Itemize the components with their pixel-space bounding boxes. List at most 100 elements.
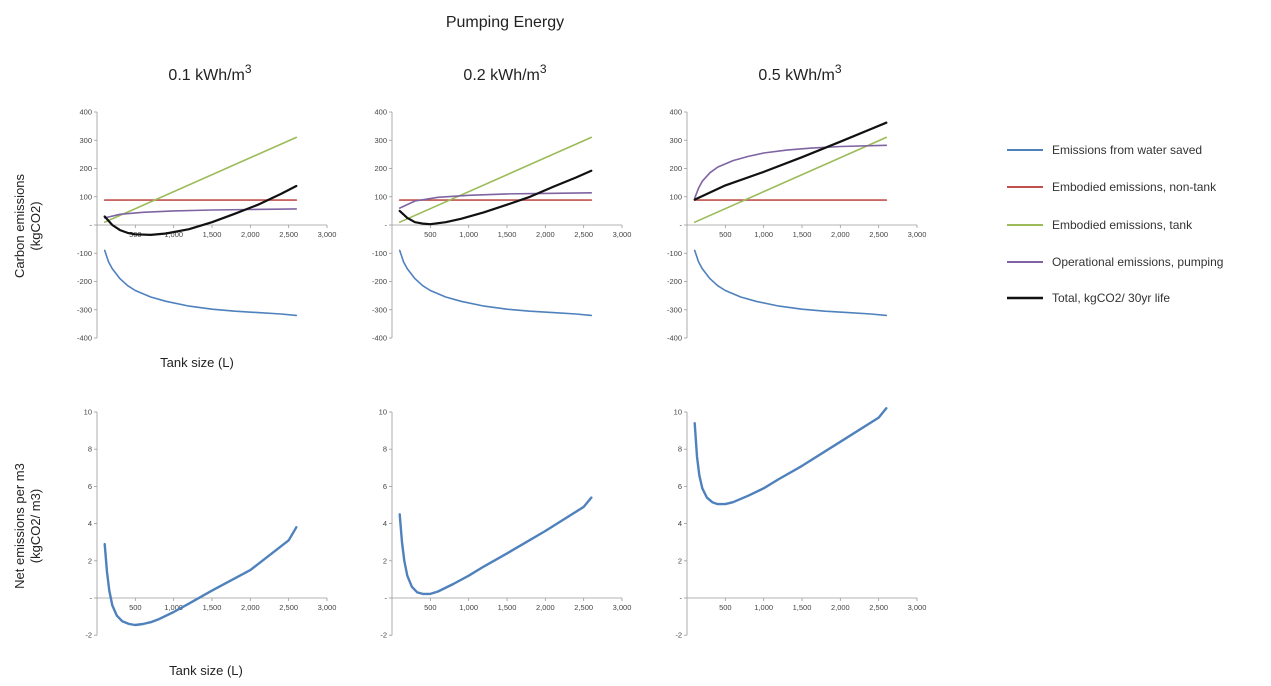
x-tick-label: 1,500 [793, 230, 812, 239]
legend-label-total: Total, kgCO2/ 30yr life [1052, 291, 1170, 305]
series-line-water-saved [103, 249, 298, 317]
y-tick-label: -400 [667, 334, 682, 343]
y-tick-label: 6 [383, 482, 387, 491]
series-line-total [398, 169, 593, 226]
legend: Emissions from water saved Embodied emis… [1007, 143, 1223, 305]
x-tick-label: 2,000 [536, 230, 555, 239]
y-tick-label: 100 [79, 192, 92, 201]
x-tick-label: 1,000 [459, 603, 478, 612]
y-tick-label: 200 [374, 164, 387, 173]
y-tick-label: 4 [88, 519, 92, 528]
x-tick-label: 2,000 [831, 603, 850, 612]
x-tick-label: 3,000 [908, 230, 927, 239]
y-tick-label: -2 [380, 631, 387, 640]
series-line-tank [693, 136, 888, 223]
y-tick-label: 100 [374, 192, 387, 201]
series-line-tank [103, 136, 298, 223]
x-tick-label: 2,500 [869, 603, 888, 612]
x-tick-label: 500 [719, 230, 732, 239]
y-tick-label: -2 [85, 631, 92, 640]
legend-label-non-tank: Embodied emissions, non-tank [1052, 180, 1217, 194]
column-title-0: 0.1 kWh/m3 [168, 62, 251, 84]
y-tick-label: -100 [77, 249, 92, 258]
series-line-total [103, 184, 298, 236]
x-tick-label: 500 [424, 603, 437, 612]
y-tick-label: -200 [667, 277, 682, 286]
y-tick-label: 8 [383, 445, 387, 454]
y-tick-label: 300 [374, 136, 387, 145]
x-tick-label: 500 [129, 603, 142, 612]
x-tick-label: 500 [719, 603, 732, 612]
y-tick-label: -300 [667, 305, 682, 314]
x-tick-label: 3,000 [318, 603, 337, 612]
y-tick-label: 10 [84, 408, 92, 417]
y-tick-label: 400 [79, 108, 92, 117]
x-tick-label: 1,500 [498, 603, 517, 612]
svg-text:Net emissions per m3: Net emissions per m3 [12, 463, 27, 589]
y-tick-label: -300 [372, 305, 387, 314]
x-tick-label: 3,000 [908, 603, 927, 612]
x-tick-label: 1,500 [203, 230, 222, 239]
x-tick-label: 2,000 [241, 603, 260, 612]
series-line-pumping [398, 192, 593, 209]
series-line-water-saved [103, 526, 298, 627]
y-tick-label: 6 [88, 482, 92, 491]
x-tick-label: 500 [424, 230, 437, 239]
series-line-pumping [693, 144, 888, 199]
column-title-2: 0.5 kWh/m3 [758, 62, 841, 84]
y-tick-label: 200 [79, 164, 92, 173]
y-tick-label: 4 [678, 519, 682, 528]
x-tick-label: 1,000 [164, 230, 183, 239]
series-line-water-saved [398, 249, 593, 317]
y-tick-label: 200 [669, 164, 682, 173]
y-tick-label: 2 [383, 556, 387, 565]
y-tick-label: -2 [675, 631, 682, 640]
x-tick-label: 1,500 [203, 603, 222, 612]
legend-label-pumping: Operational emissions, pumping [1052, 255, 1223, 269]
y-tick-label: - [680, 221, 683, 230]
y-tick-label: -200 [77, 277, 92, 286]
y-tick-label: 400 [374, 108, 387, 117]
x-tick-label: 3,000 [613, 230, 632, 239]
svg-text:Carbon emissions: Carbon emissions [12, 173, 27, 278]
y-tick-label: 8 [88, 445, 92, 454]
y-tick-label: 2 [88, 556, 92, 565]
y-tick-label: 4 [383, 519, 387, 528]
y-tick-label: -400 [372, 334, 387, 343]
x-tick-label: 2,500 [869, 230, 888, 239]
x-tick-label: 1,000 [754, 230, 773, 239]
figure-title: Pumping Energy [446, 14, 564, 31]
x-tick-label: 1,000 [459, 230, 478, 239]
y-tick-label: - [90, 221, 93, 230]
legend-label-tank: Embodied emissions, tank [1052, 218, 1193, 232]
y-tick-label: 2 [678, 556, 682, 565]
y-tick-label: 10 [379, 408, 387, 417]
x-tick-label: 2,000 [536, 603, 555, 612]
row-label-bottom: Net emissions per m3 (kgCO2/ m3) [12, 463, 43, 589]
x-tick-label: 2,500 [574, 603, 593, 612]
x-tick-label: 2,500 [574, 230, 593, 239]
x-tick-label: 2,000 [831, 230, 850, 239]
svg-text:(kgCO2): (kgCO2) [28, 201, 43, 250]
y-tick-label: -100 [372, 249, 387, 258]
y-tick-label: 6 [678, 482, 682, 491]
series-line-water-saved [693, 407, 888, 506]
y-tick-label: -400 [77, 334, 92, 343]
y-tick-label: 10 [674, 408, 682, 417]
row-label-top: Carbon emissions (kgCO2) [12, 173, 43, 278]
legend-label-water-saved: Emissions from water saved [1052, 143, 1202, 157]
x-tick-label: 2,000 [241, 230, 260, 239]
y-tick-label: - [90, 594, 93, 603]
x-tick-label: 1,500 [498, 230, 517, 239]
x-tick-label: 2,500 [279, 603, 298, 612]
svg-text:(kgCO2/ m3): (kgCO2/ m3) [28, 489, 43, 563]
x-label-bottom: Tank size (L) [169, 663, 243, 678]
y-tick-label: - [385, 221, 388, 230]
